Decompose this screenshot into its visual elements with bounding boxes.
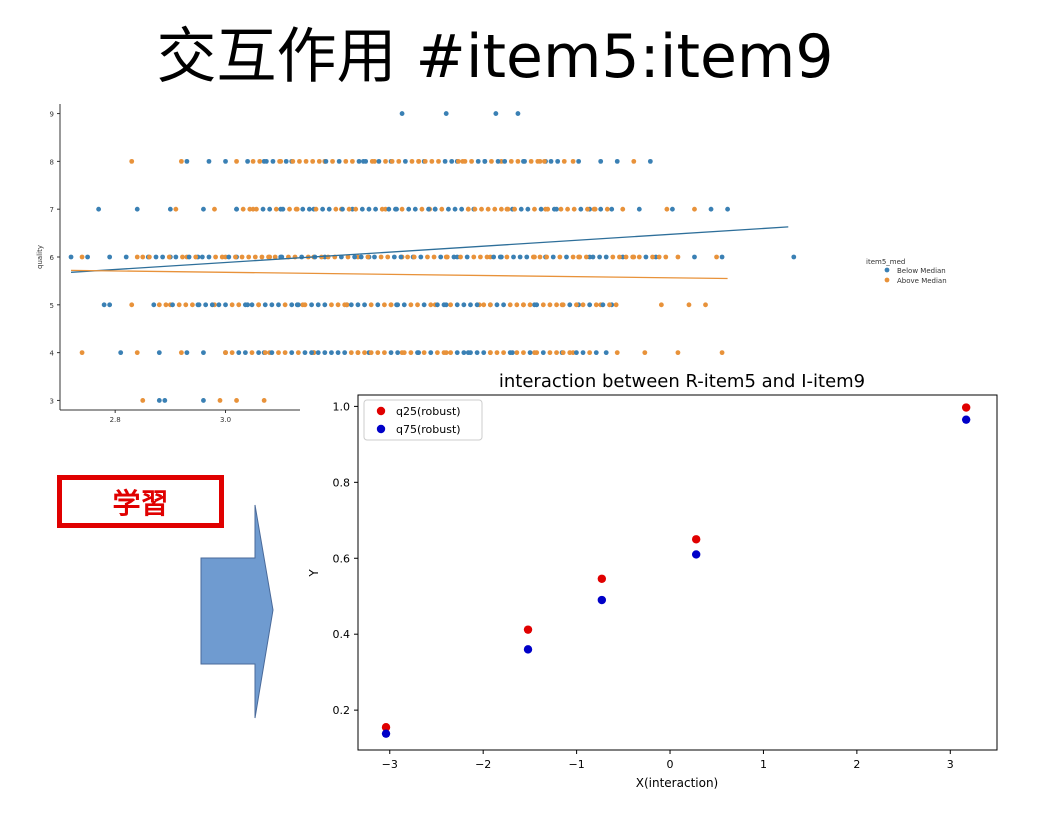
- interaction-chart-y-tick: 0.4: [333, 628, 351, 641]
- q75-point: [382, 729, 390, 737]
- interaction-chart-legend-marker: [377, 425, 385, 433]
- interaction-chart-y-tick: 0.2: [333, 704, 351, 717]
- interaction-chart-y-tick: 1.0: [333, 400, 351, 413]
- interaction-chart-title: interaction between R-item5 and I-item9: [499, 371, 865, 392]
- interaction-chart-x-tick: 0: [667, 758, 674, 771]
- interaction-chart-x-tick: −3: [382, 758, 398, 771]
- interaction-chart-y-tick: 0.6: [333, 552, 351, 565]
- q25-point: [962, 403, 970, 411]
- interaction-chart-x-tick: −2: [475, 758, 491, 771]
- interaction-chart-xlabel: X(interaction): [636, 776, 718, 790]
- interaction-chart-ylabel: Y: [307, 569, 321, 578]
- q75-point: [962, 415, 970, 423]
- interaction-chart-x-tick: −1: [568, 758, 584, 771]
- q75-point: [598, 596, 606, 604]
- interaction-chart-legend-label: q25(robust): [396, 405, 461, 418]
- q25-point: [524, 625, 532, 633]
- q25-point: [598, 575, 606, 583]
- interaction-chart-x-tick: 3: [947, 758, 954, 771]
- interaction-chart-legend-label: q75(robust): [396, 423, 461, 436]
- interaction-chart-x-tick: 2: [853, 758, 860, 771]
- interaction-chart-legend: q25(robust) q75(robust): [364, 400, 482, 440]
- q75-point: [692, 550, 700, 558]
- q25-point: [692, 535, 700, 543]
- interaction-chart-legend-marker: [377, 407, 385, 415]
- interaction-chart-x-tick: 1: [760, 758, 767, 771]
- q75-point: [524, 645, 532, 653]
- interaction-chart-y-tick: 0.8: [333, 476, 351, 489]
